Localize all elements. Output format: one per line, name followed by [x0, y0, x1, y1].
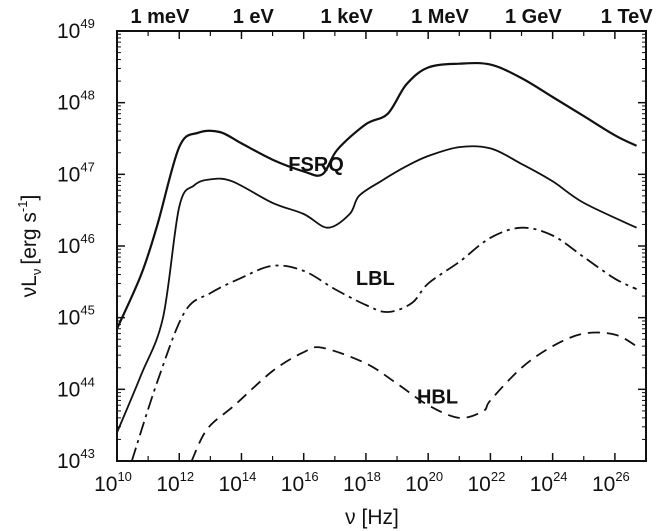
y-axis-title-sub: ν	[29, 269, 44, 276]
series-line-fsrq	[115, 61, 638, 330]
x-tick-label: 1012	[156, 469, 194, 496]
x-tick-label: 1014	[219, 469, 257, 496]
x-tick-label: 1016	[281, 469, 319, 496]
y-tick-label: 1046	[57, 231, 95, 258]
x-tick-label: 1020	[405, 469, 443, 496]
y-tick-label: 1045	[57, 303, 95, 330]
labels-layer: 1 meV 1 eV 1 keV 1 MeV 1 GeV 1 TeV FSRQ LBL HBL	[130, 6, 653, 408]
svg-text:νLν[erg s-1]: νLν [erg s-1]	[15, 195, 44, 298]
top-axis-label-1-tev: 1 TeV	[601, 6, 654, 28]
y-tick-label: 1047	[57, 159, 95, 186]
series-label-hbl: HBL	[417, 386, 458, 408]
plot-frame	[116, 30, 647, 462]
series-layer	[115, 61, 638, 462]
x-tick-label: 1024	[530, 469, 568, 496]
top-axis-label-1-gev: 1 GeV	[505, 6, 562, 28]
series-label-lbl: LBL	[356, 268, 395, 290]
y-tick-label: 1044	[57, 374, 95, 401]
x-axis-title: ν [Hz]	[345, 506, 399, 529]
y-axis-title-unit-sup: -1	[15, 201, 30, 213]
top-axis-label-1-mev: 1 meV	[130, 6, 190, 28]
top-axis-label-1-kev: 1 keV	[321, 6, 374, 28]
top-axis-label-1-ev: 1 eV	[233, 6, 275, 28]
x-tick-label: 1018	[343, 469, 381, 496]
y-axis-title-unit-close: ]	[18, 195, 41, 201]
y-tick-label: 1048	[57, 88, 95, 115]
y-axis-title-main: νL	[18, 275, 41, 297]
series-line-hbl	[190, 331, 638, 462]
y-tick-label: 1043	[57, 446, 95, 473]
y-axis-title: νLν [erg s-1]	[15, 195, 44, 298]
x-tick-label: 1010	[94, 469, 132, 496]
series-line-unlabeled-1	[116, 145, 637, 433]
x-tick-label: 1026	[592, 469, 630, 496]
y-tick-label: 1049	[57, 16, 95, 43]
x-tick-label: 1022	[467, 469, 505, 496]
y-axis-title-unit: [erg s	[18, 212, 41, 265]
ticks-layer: 1010 1012 1014 1016 1018 1020 1022 1024 1026 1043…	[57, 16, 647, 496]
series-label-fsrq: FSRQ	[288, 154, 344, 176]
series-line-lbl	[130, 226, 637, 462]
top-axis-label-1-mev: 1 MeV	[411, 6, 469, 28]
